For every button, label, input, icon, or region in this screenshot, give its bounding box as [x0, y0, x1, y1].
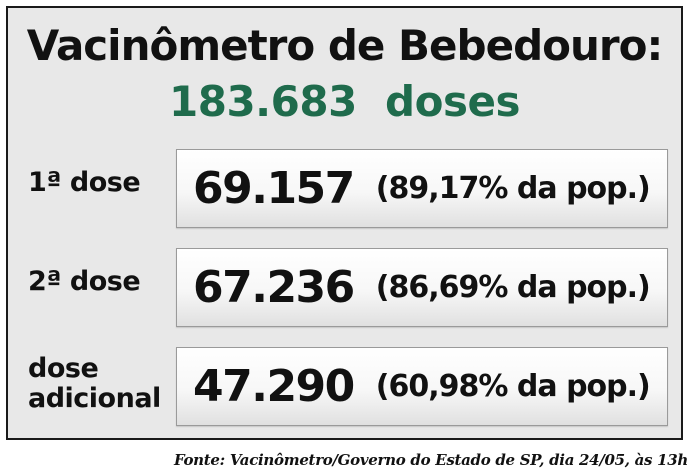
population-percent: (89,17% da pop.) [375, 170, 651, 206]
panel-title: Vacinômetro de Bebedouro: [26, 21, 664, 70]
row-label-text: 2ª dose [28, 266, 141, 297]
row-label-second-dose: 2ª dose [28, 266, 141, 297]
vaccinometer-panel: Vacinômetro de Bebedouro: 183.683 doses … [6, 6, 683, 440]
source-credit: Fonte: Vacinômetro/Governo do Estado de … [173, 451, 688, 469]
population-percent: (86,69% da pop.) [375, 269, 651, 305]
value-box-additional-dose: 47.290 (60,98% da pop.) [176, 347, 668, 426]
row-label-text: dose [28, 353, 99, 384]
row-label-first-dose: 1ª dose [28, 167, 141, 198]
dose-count: 47.290 [193, 360, 355, 412]
row-label-text: adicional [28, 383, 161, 414]
row-label-text: 1ª dose [28, 167, 141, 198]
dose-count: 69.157 [193, 162, 355, 214]
value-box-second-dose: 67.236 (86,69% da pop.) [176, 248, 668, 327]
population-percent: (60,98% da pop.) [375, 368, 651, 404]
row-label-additional-dose: dose adicional [28, 354, 161, 414]
value-box-first-dose: 69.157 (89,17% da pop.) [176, 149, 668, 228]
total-doses: 183.683 doses [169, 77, 520, 126]
dose-count: 67.236 [193, 261, 355, 313]
